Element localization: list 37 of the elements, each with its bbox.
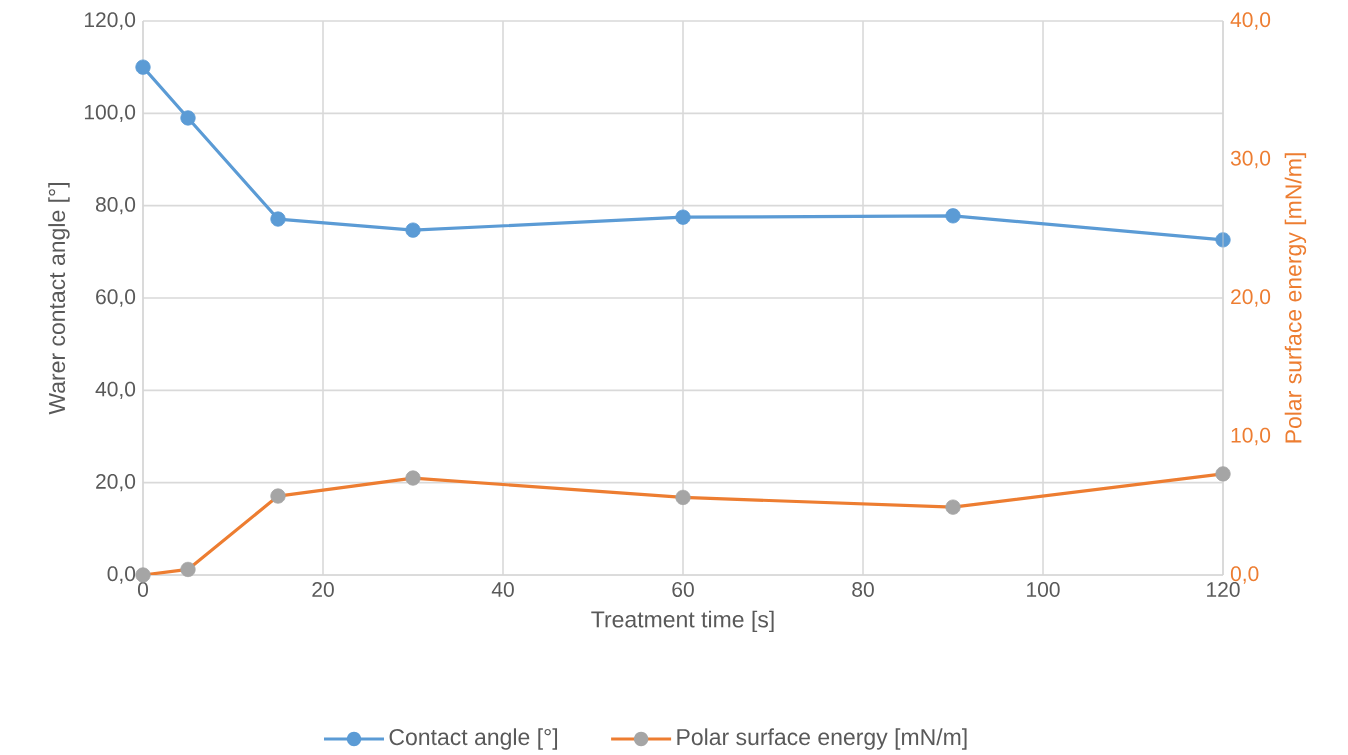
y2-tick-label: 40,0 [1230, 12, 1271, 30]
point [135, 59, 151, 75]
point [945, 499, 961, 515]
point [270, 211, 286, 227]
x-tick-label: 40 [491, 582, 514, 597]
x-axis-title: Treatment time [s] [591, 610, 774, 633]
point [675, 209, 691, 225]
x-tick-label: 0 [137, 582, 149, 597]
point [135, 567, 151, 583]
point [405, 222, 421, 238]
x-tick-label: 100 [1027, 582, 1060, 597]
y-tick-label: 120,0 [84, 12, 136, 30]
y-tick-label: 20,0 [96, 474, 136, 492]
y-tick-label: 0,0 [107, 566, 136, 584]
y2-tick-label: 10,0 [1231, 427, 1271, 446]
x-tick-label: 60 [672, 582, 694, 597]
x-tick-label: 120 [1207, 582, 1240, 597]
point [945, 208, 961, 224]
point [675, 489, 691, 506]
x-tick-label: 80 [852, 582, 874, 597]
y-axis-title: Warer contact angle [°] [48, 183, 70, 415]
point [180, 110, 196, 126]
point [1215, 466, 1231, 482]
x-tick-label: 20 [312, 582, 334, 597]
y-tick-label: 40,0 [95, 381, 136, 400]
y-tick-label: 100,0 [84, 104, 136, 123]
point [405, 470, 421, 486]
y-tick-label: 60,0 [96, 289, 136, 307]
y-tick-label: 80,0 [95, 197, 136, 215]
y2-axis-title: Polar surface energy [mN/m] [1284, 153, 1307, 443]
legend-label: Contact angle [°] [389, 728, 558, 750]
point [270, 488, 286, 504]
legend-label: Polar surface energy [mN/m] [677, 728, 967, 750]
point [180, 561, 196, 578]
y2-tick-label: 20,0 [1231, 289, 1271, 307]
y2-tick-label: 0,0 [1230, 566, 1259, 584]
y2-tick-label: 30,0 [1230, 150, 1271, 169]
